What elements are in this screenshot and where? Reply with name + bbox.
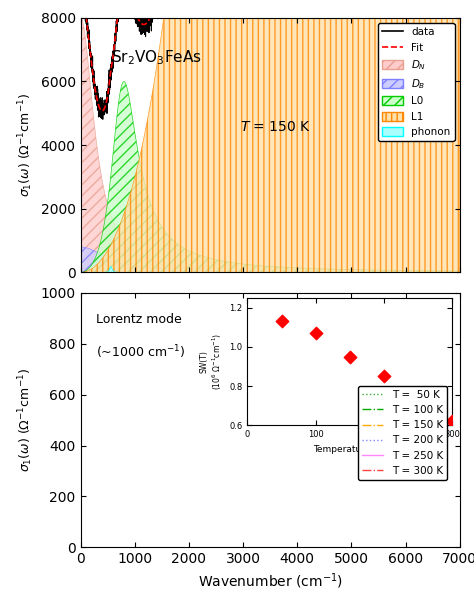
Line: data: data [81, 18, 460, 119]
Line: T = 250 K: T = 250 K [81, 0, 460, 462]
data [390, 14, 395, 21]
data [100, 115, 106, 123]
Line: T = 150 K: T = 150 K [81, 0, 460, 481]
T = 150 K [78, 478, 83, 485]
T =  50 K [78, 499, 83, 506]
Fit [147, 15, 153, 22]
T = 200 K [78, 468, 83, 475]
data [305, 14, 311, 21]
Text: (~1000 cm$^{-1}$): (~1000 cm$^{-1}$) [96, 344, 185, 361]
data [223, 14, 228, 21]
Legend: T =  50 K, T = 100 K, T = 150 K, T = 200 K, T = 250 K, T = 300 K: T = 50 K, T = 100 K, T = 150 K, T = 200 … [358, 386, 447, 480]
data [78, 14, 83, 21]
data [457, 14, 463, 21]
Text: Sr$_2$VO$_3$FeAs: Sr$_2$VO$_3$FeAs [111, 48, 202, 67]
T = 300 K [78, 449, 83, 456]
Text: $\it{T}$ = 150 K: $\it{T}$ = 150 K [240, 120, 311, 134]
T = 100 K [78, 488, 83, 496]
Line: T = 300 K: T = 300 K [81, 0, 460, 453]
data [147, 14, 153, 21]
Legend: data, Fit, $D_N$, $D_B$, L0, L1, phonon: data, Fit, $D_N$, $D_B$, L0, L1, phonon [378, 23, 455, 142]
data [361, 14, 366, 21]
Line: Fit: Fit [81, 0, 460, 111]
T = 250 K [78, 458, 83, 465]
Line: T = 100 K: T = 100 K [81, 0, 460, 492]
X-axis label: Wavenumber (cm$^{-1}$): Wavenumber (cm$^{-1}$) [198, 572, 343, 591]
Line: T = 200 K: T = 200 K [81, 0, 460, 472]
Line: T =  50 K: T = 50 K [81, 0, 460, 503]
Y-axis label: $\sigma_1(\omega)$ ($\Omega^{-1}$cm$^{-1}$): $\sigma_1(\omega)$ ($\Omega^{-1}$cm$^{-1… [16, 93, 35, 197]
Fit [99, 107, 105, 114]
data [324, 14, 330, 21]
Text: Lorentz mode: Lorentz mode [96, 313, 182, 326]
Y-axis label: $\sigma_1(\omega)$ ($\Omega^{-1}$cm$^{-1}$): $\sigma_1(\omega)$ ($\Omega^{-1}$cm$^{-1… [16, 368, 35, 472]
